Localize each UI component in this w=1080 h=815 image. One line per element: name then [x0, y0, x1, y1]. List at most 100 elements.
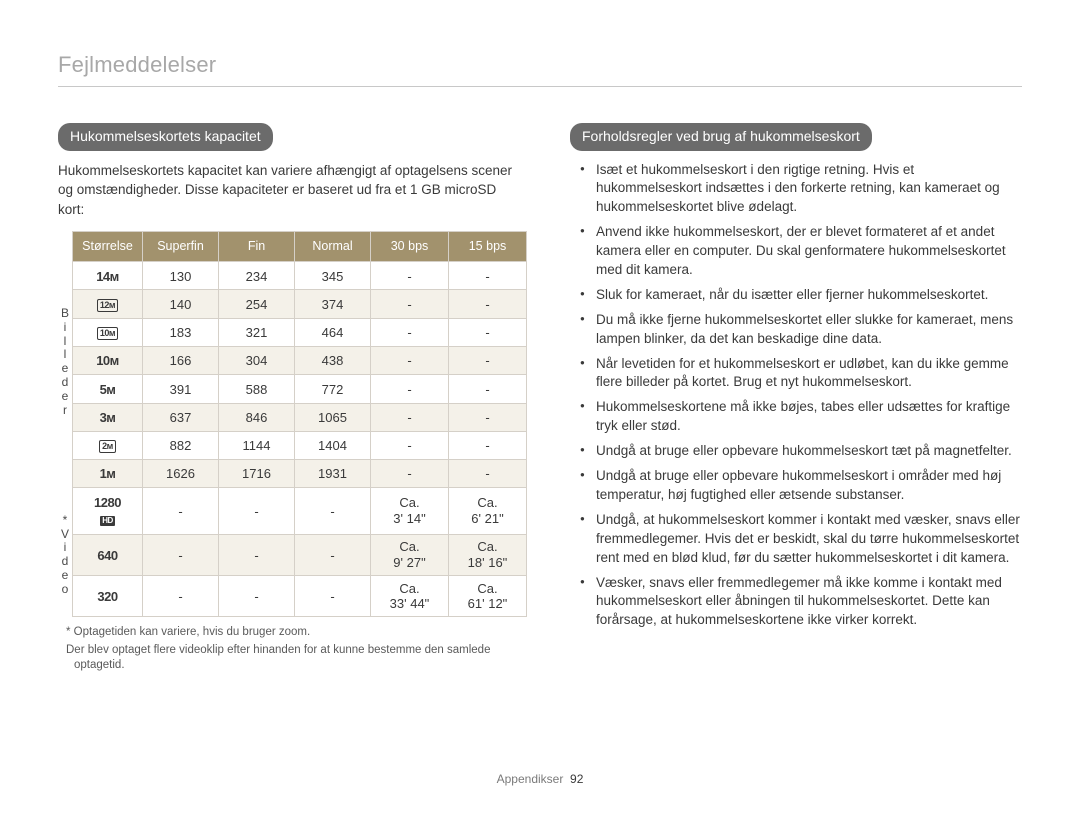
- capacity-cell: -: [449, 460, 527, 488]
- capacity-cell: 1716: [219, 460, 295, 488]
- footnotes: * Optagetiden kan variere, hvis du bruge…: [58, 625, 526, 674]
- capacity-cell: -: [449, 403, 527, 431]
- capacity-cell: 234: [219, 262, 295, 290]
- capacity-cell: 588: [219, 375, 295, 403]
- capacity-cell: -: [295, 534, 371, 575]
- capacity-cell: 374: [295, 290, 371, 318]
- capacity-intro: Hukommelseskortets kapacitet kan variere…: [58, 161, 526, 220]
- capacity-col-header: Størrelse: [73, 232, 143, 262]
- table-row: 1280HD---Ca.3' 14"Ca.6' 21": [73, 488, 527, 534]
- capacity-cell: 391: [143, 375, 219, 403]
- capacity-cell: 464: [295, 318, 371, 346]
- capacity-cell: 438: [295, 346, 371, 374]
- size-cell: 1ᴍ: [73, 460, 143, 488]
- capacity-cell: -: [143, 575, 219, 616]
- precaution-item: Anvend ikke hukommelseskort, der er blev…: [596, 223, 1022, 280]
- vlabel-photos: Billeder: [58, 231, 72, 493]
- vlabel-video: * Video: [58, 493, 72, 617]
- capacity-cell: -: [143, 534, 219, 575]
- capacity-col-header: Normal: [295, 232, 371, 262]
- size-cell: 320: [73, 575, 143, 616]
- size-cell: 10ᴍ: [73, 346, 143, 374]
- capacity-cell: -: [371, 375, 449, 403]
- capacity-cell: Ca.3' 14": [371, 488, 449, 534]
- size-cell: 12ᴍ: [73, 290, 143, 318]
- capacity-cell: -: [449, 346, 527, 374]
- capacity-cell: Ca.61' 12": [449, 575, 527, 616]
- precaution-item: Væsker, snavs eller fremmedlegemer må ik…: [596, 574, 1022, 631]
- table-row: 5ᴍ391588772--: [73, 375, 527, 403]
- footer-section: Appendikser: [497, 772, 564, 786]
- footnote-line: Der blev optaget flere videoklip efter h…: [66, 643, 526, 674]
- capacity-cell: -: [371, 431, 449, 459]
- right-column: Forholdsregler ved brug af hukommelsesko…: [570, 123, 1022, 676]
- capacity-cell: 130: [143, 262, 219, 290]
- capacity-cell: -: [219, 488, 295, 534]
- capacity-cell: 1931: [295, 460, 371, 488]
- capacity-cell: Ca.9' 27": [371, 534, 449, 575]
- capacity-cell: -: [371, 346, 449, 374]
- table-row: 10ᴍ166304438--: [73, 346, 527, 374]
- size-cell: 3ᴍ: [73, 403, 143, 431]
- capacity-cell: -: [219, 534, 295, 575]
- footnote-line: * Optagetiden kan variere, hvis du bruge…: [66, 625, 526, 641]
- table-row: 320---Ca.33' 44"Ca.61' 12": [73, 575, 527, 616]
- capacity-cell: -: [449, 431, 527, 459]
- size-cell: 1280HD: [73, 488, 143, 534]
- capacity-col-header: Fin: [219, 232, 295, 262]
- capacity-cell: 1626: [143, 460, 219, 488]
- capacity-cell: Ca.6' 21": [449, 488, 527, 534]
- capacity-col-header: Superfin: [143, 232, 219, 262]
- capacity-cell: 345: [295, 262, 371, 290]
- capacity-cell: Ca.18' 16": [449, 534, 527, 575]
- precautions-heading-pill: Forholdsregler ved brug af hukommelsesko…: [570, 123, 872, 151]
- capacity-cell: -: [449, 290, 527, 318]
- capacity-cell: -: [371, 318, 449, 346]
- capacity-cell: 254: [219, 290, 295, 318]
- capacity-cell: 166: [143, 346, 219, 374]
- capacity-cell: -: [143, 488, 219, 534]
- capacity-cell: -: [371, 460, 449, 488]
- size-cell: 10ᴍ: [73, 318, 143, 346]
- table-row: 1ᴍ162617161931--: [73, 460, 527, 488]
- capacity-cell: 140: [143, 290, 219, 318]
- size-cell: 640: [73, 534, 143, 575]
- capacity-cell: -: [295, 488, 371, 534]
- capacity-cell: -: [449, 262, 527, 290]
- capacity-cell: 321: [219, 318, 295, 346]
- size-cell: 14ᴍ: [73, 262, 143, 290]
- capacity-col-header: 30 bps: [371, 232, 449, 262]
- capacity-table-head: StørrelseSuperfinFinNormal30 bps15 bps: [73, 232, 527, 262]
- precaution-item: Du må ikke fjerne hukommelseskortet elle…: [596, 311, 1022, 349]
- capacity-cell: -: [295, 575, 371, 616]
- capacity-cell: Ca.33' 44": [371, 575, 449, 616]
- capacity-cell: 772: [295, 375, 371, 403]
- precautions-list: Isæt et hukommelseskort i den rigtige re…: [570, 161, 1022, 631]
- capacity-cell: -: [449, 375, 527, 403]
- size-cell: 2ᴍ: [73, 431, 143, 459]
- capacity-heading-pill: Hukommelseskortets kapacitet: [58, 123, 273, 151]
- precaution-item: Når levetiden for et hukommelseskort er …: [596, 355, 1022, 393]
- capacity-cell: 1065: [295, 403, 371, 431]
- table-row: 640---Ca.9' 27"Ca.18' 16": [73, 534, 527, 575]
- capacity-cell: -: [371, 290, 449, 318]
- footer-page-number: 92: [570, 772, 583, 786]
- table-row: 2ᴍ88211441404--: [73, 431, 527, 459]
- precaution-item: Undgå at bruge eller opbevare hukommelse…: [596, 442, 1022, 461]
- precaution-item: Hukommelseskortene må ikke bøjes, tabes …: [596, 398, 1022, 436]
- capacity-cell: -: [219, 575, 295, 616]
- capacity-cell: -: [371, 403, 449, 431]
- capacity-cell: 637: [143, 403, 219, 431]
- capacity-cell: -: [449, 318, 527, 346]
- precaution-item: Undgå at bruge eller opbevare hukommelse…: [596, 467, 1022, 505]
- capacity-cell: -: [371, 262, 449, 290]
- capacity-table: StørrelseSuperfinFinNormal30 bps15 bps 1…: [72, 231, 527, 617]
- two-column-layout: Hukommelseskortets kapacitet Hukommelses…: [58, 123, 1022, 676]
- page-title: Fejlmeddelelser: [58, 50, 1022, 87]
- capacity-cell: 1144: [219, 431, 295, 459]
- capacity-cell: 846: [219, 403, 295, 431]
- page-footer: Appendikser 92: [0, 771, 1080, 787]
- left-column: Hukommelseskortets kapacitet Hukommelses…: [58, 123, 526, 676]
- capacity-col-header: 15 bps: [449, 232, 527, 262]
- capacity-cell: 183: [143, 318, 219, 346]
